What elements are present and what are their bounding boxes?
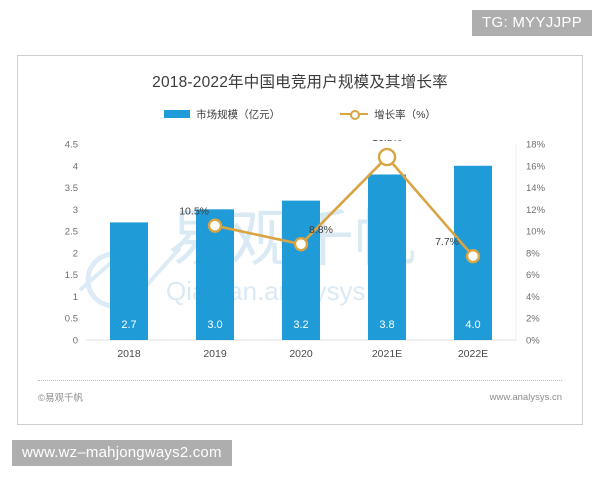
url-watermark-band: www.wz–mahjongways2.com: [12, 439, 232, 466]
y-left-tick: 1: [73, 292, 78, 303]
bar-value-label: 4.0: [465, 319, 480, 331]
chart-footer: ©易观千帆 www.analysys.cn: [38, 380, 562, 410]
y-left-tick: 0.5: [65, 314, 78, 325]
legend-item-growth-rate[interactable]: 增长率（%）: [340, 107, 436, 122]
x-axis-category-labels: 2018 2019 2020 2021E 2022E: [117, 348, 488, 360]
bar-value-label: 3.8: [379, 319, 394, 331]
x-category-label: 2021E: [372, 348, 402, 360]
x-category-label: 2022E: [458, 348, 488, 360]
x-category-label: 2019: [203, 348, 227, 360]
line-point-label: 7.7%: [435, 236, 459, 248]
line-point-marker[interactable]: [207, 218, 223, 233]
y-right-tick: 16%: [526, 161, 546, 172]
y-right-tick: 8%: [526, 248, 540, 259]
y-left-tick: 2.5: [65, 227, 78, 238]
bar[interactable]: [282, 200, 320, 340]
y-right-tick: 2%: [526, 314, 540, 325]
line-swatch-icon: [340, 109, 369, 120]
bar[interactable]: [368, 174, 406, 340]
watermark-line2: Qianfan.analysys: [166, 276, 365, 306]
y-right-tick: 10%: [526, 227, 546, 238]
chart-card: 2018-2022年中国电竞用户规模及其增长率 市场规模（亿元） 增长率（%） …: [17, 55, 583, 425]
bar-value-label: 3.0: [207, 319, 222, 331]
bar-value-label: 3.2: [293, 319, 308, 331]
y-right-tick: 6%: [526, 270, 540, 281]
legend-label-growth-rate: 增长率（%）: [374, 108, 436, 121]
bar-swatch-icon: [164, 110, 191, 118]
y-left-tick: 4.5: [65, 140, 78, 151]
tg-watermark-band: TG: MYYJJPP: [472, 10, 592, 37]
bar-value-labels: 2.7 3.0 3.2 3.8 4.0: [121, 319, 480, 331]
line-point-label: 16.8%: [372, 140, 402, 144]
bar-value-label: 2.7: [121, 319, 136, 331]
growth-line: [213, 155, 475, 258]
line-point-marker[interactable]: [377, 147, 397, 167]
line-point-label: 8.8%: [309, 224, 333, 236]
x-category-label: 2018: [117, 348, 141, 360]
line-point-marker[interactable]: [293, 236, 309, 252]
y-right-tick: 14%: [526, 183, 546, 194]
chart-title: 2018-2022年中国电竞用户规模及其增长率: [152, 74, 448, 91]
y-left-tick: 3.5: [65, 183, 78, 194]
y-axis-right-ticks: 0% 2% 4% 6% 8% 10% 12% 14% 16% 18%: [526, 140, 546, 347]
line-point-marker[interactable]: [465, 248, 481, 264]
y-right-tick: 18%: [526, 140, 546, 151]
chart-legend: 市场规模（亿元） 增长率（%）: [18, 106, 582, 122]
footer-copyright: ©易观千帆: [38, 393, 83, 404]
bar-series: [110, 165, 492, 340]
chart-svg: 易观千帆 Qianfan.analysys 00.511.522.533.544…: [65, 140, 546, 360]
plot-area: 易观千帆 Qianfan.analysys 00.511.522.533.544…: [18, 140, 584, 365]
bar[interactable]: [110, 222, 148, 340]
y-left-tick: 2: [73, 248, 78, 259]
y-right-tick: 4%: [526, 292, 540, 303]
y-left-tick: 1.5: [65, 270, 78, 281]
y-right-tick: 0%: [526, 336, 540, 347]
footer-website[interactable]: www.analysys.cn: [489, 391, 562, 403]
legend-item-market-size[interactable]: 市场规模（亿元）: [164, 107, 280, 122]
footer-divider: [38, 380, 562, 381]
line-point-labels: 10.5% 8.8% 16.8% 7.7%: [179, 140, 459, 248]
y-left-tick: 0: [73, 336, 78, 347]
y-axis-left-ticks: 0 0.5 1 1.5 2 2.5 3 3.5 4 4.5: [65, 140, 78, 347]
y-right-tick: 12%: [526, 205, 546, 216]
y-left-tick: 3: [73, 205, 78, 216]
x-category-label: 2020: [289, 348, 313, 360]
legend-label-market-size: 市场规模（亿元）: [196, 108, 281, 121]
line-series: [207, 147, 481, 264]
y-left-tick: 4: [73, 161, 78, 172]
line-point-label: 10.5%: [179, 206, 209, 218]
